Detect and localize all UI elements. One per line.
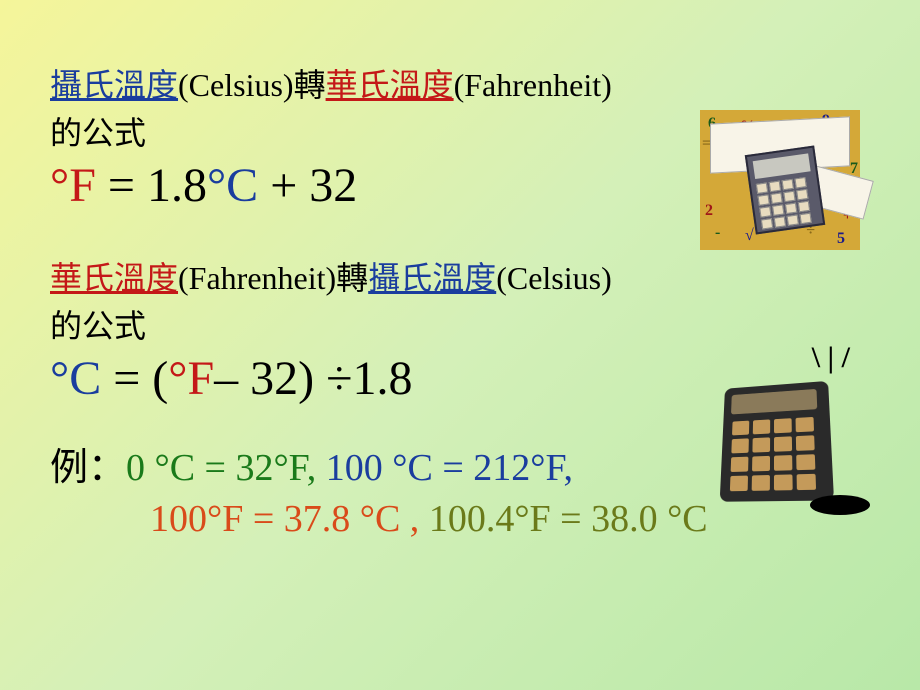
example-1: 0 °C = 32°F, — [126, 447, 326, 489]
convert-word-2: 轉 — [336, 260, 368, 296]
calculator-icon: \ | / — [700, 350, 870, 520]
f-symbol: °F — [50, 159, 96, 212]
celsius-link-2[interactable]: 攝氏溫度 — [368, 260, 496, 296]
section2-heading: 華氏溫度(Fahrenheit)轉攝氏溫度(Celsius) — [50, 253, 870, 299]
fahrenheit-paren: (Fahrenheit) — [454, 67, 612, 103]
equals-1: = — [96, 159, 147, 212]
emphasis-marks: \ | / — [812, 350, 850, 365]
example-prefix: 例： — [50, 447, 126, 489]
example-2: 100 °C = 212°F, — [326, 447, 573, 489]
coefficient: 1.8 — [147, 159, 207, 212]
section2-subtitle: 的公式 — [50, 301, 870, 347]
example-3: 100°F = 37.8 °C , — [150, 498, 429, 540]
celsius-link[interactable]: 攝氏溫度 — [50, 67, 178, 103]
minus-const: – 32) — [214, 352, 326, 405]
calculator-tape-icon: 6 % 9 = 2 - √ ÷ + 7 5 — [700, 110, 860, 250]
f-symbol-2: °F — [168, 352, 214, 405]
c-symbol-2: °C — [50, 352, 101, 405]
slide-content: 攝氏溫度(Celsius)轉華氏溫度(Fahrenheit) 的公式 °F = … — [0, 0, 920, 601]
c-symbol: °C — [207, 159, 258, 212]
example-4: 100.4°F = 38.0 °C — [429, 498, 708, 540]
section1-heading: 攝氏溫度(Celsius)轉華氏溫度(Fahrenheit) — [50, 60, 870, 106]
equals-2: = ( — [101, 352, 168, 405]
fahrenheit-link-2[interactable]: 華氏溫度 — [50, 260, 178, 296]
fahrenheit-link[interactable]: 華氏溫度 — [326, 67, 454, 103]
divisor: 1.8 — [353, 352, 413, 405]
celsius-paren-2: (Celsius) — [496, 260, 612, 296]
convert-word-1: 轉 — [294, 67, 326, 103]
plus-const: + 32 — [258, 159, 357, 212]
fahrenheit-paren-2: (Fahrenheit) — [178, 260, 336, 296]
divide-sign: ÷ — [326, 352, 352, 405]
celsius-paren: (Celsius) — [178, 67, 294, 103]
